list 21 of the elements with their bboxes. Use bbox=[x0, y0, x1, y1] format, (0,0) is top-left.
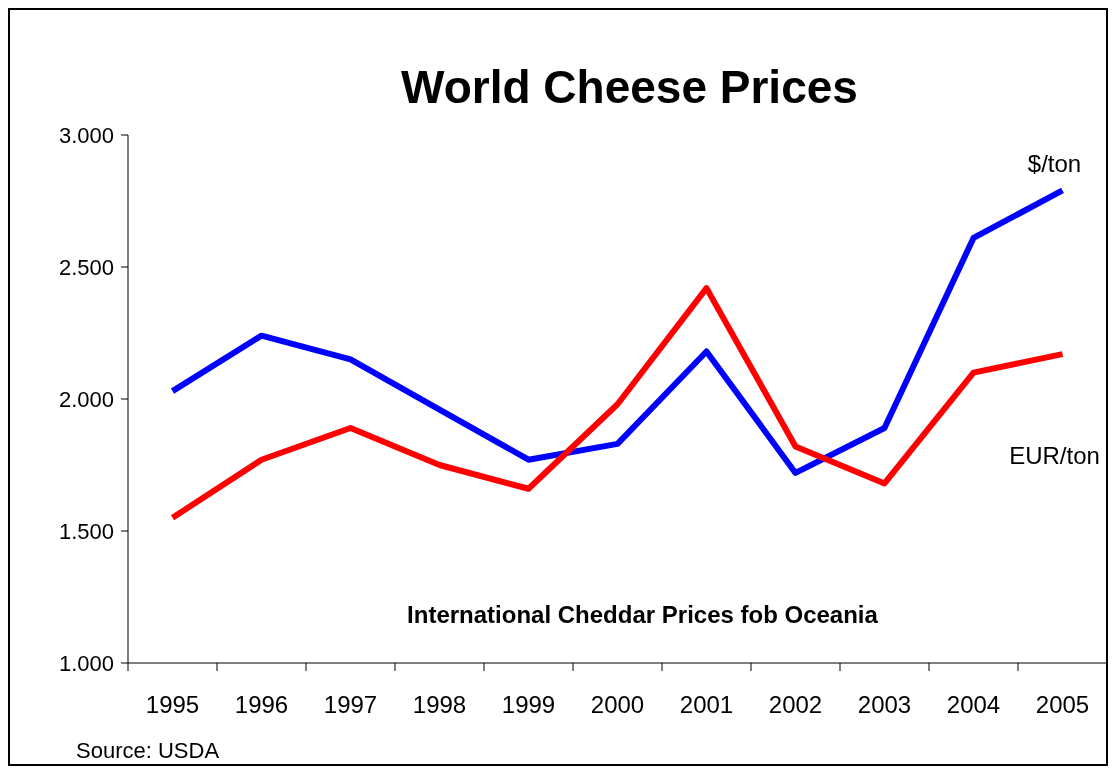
x-tick-label: 2000 bbox=[590, 691, 645, 718]
x-tick-label: 2002 bbox=[768, 691, 823, 718]
x-tick-label: 2003 bbox=[857, 691, 912, 718]
x-tick-label: 2004 bbox=[946, 691, 1001, 718]
y-tick-label: 2.000 bbox=[58, 386, 114, 412]
source-note: Source: USDA bbox=[76, 738, 220, 763]
series-label: $/ton bbox=[1027, 150, 1082, 178]
x-tick-label: 2005 bbox=[1035, 691, 1090, 718]
text: EUR/ton bbox=[1009, 442, 1100, 470]
x-tick-label: 1996 bbox=[234, 691, 289, 718]
x-tick-label: 1999 bbox=[501, 691, 556, 718]
y-tick-label: 3.000 bbox=[58, 122, 114, 148]
x-tick-label: 1997 bbox=[323, 691, 378, 718]
chart-title: World Cheese Prices bbox=[401, 61, 858, 113]
y-tick-label: 1.500 bbox=[58, 518, 114, 544]
y-tick-label: 1.000 bbox=[58, 650, 114, 676]
text: International Cheddar Prices fob Oceania bbox=[407, 601, 879, 628]
x-tick-label: 1995 bbox=[145, 691, 200, 718]
y-tick-label: 2.500 bbox=[58, 254, 114, 280]
x-tick-label: 2001 bbox=[679, 691, 734, 718]
x-tick-label: 1998 bbox=[412, 691, 467, 718]
